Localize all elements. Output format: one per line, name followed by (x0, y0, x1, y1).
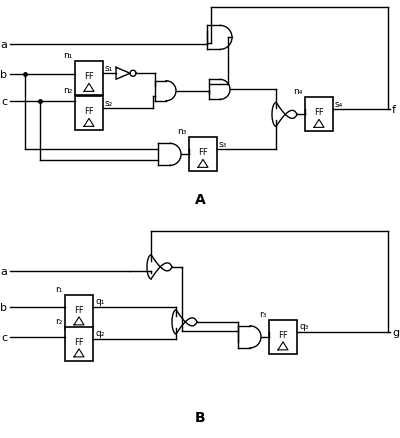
Text: f: f (392, 105, 396, 115)
Bar (305, 98, 333, 132)
Text: r₁: r₁ (56, 284, 63, 293)
Text: c: c (1, 97, 7, 107)
Text: a: a (0, 40, 7, 50)
Text: c: c (1, 332, 7, 342)
Text: FF: FF (84, 72, 94, 81)
Bar (65, 295, 93, 329)
Text: s₂: s₂ (105, 99, 113, 108)
Text: q₁: q₁ (95, 297, 104, 306)
Text: a: a (0, 266, 7, 276)
Text: r₂: r₂ (56, 316, 63, 325)
Bar (75, 97, 103, 131)
Text: B: B (195, 410, 205, 424)
Text: r₃: r₃ (260, 309, 267, 318)
Text: A: A (195, 193, 205, 207)
Text: FF: FF (84, 107, 94, 116)
Text: s₃: s₃ (219, 140, 227, 148)
Text: s₁: s₁ (105, 64, 113, 73)
Text: n₁: n₁ (64, 51, 73, 60)
Bar (269, 320, 297, 354)
Bar (65, 327, 93, 361)
Text: n₃: n₃ (178, 127, 187, 136)
Bar (75, 62, 103, 96)
Text: n₄: n₄ (294, 87, 303, 96)
Bar (189, 138, 217, 172)
Text: FF: FF (74, 337, 84, 346)
Text: b: b (0, 302, 7, 312)
Text: FF: FF (314, 108, 324, 117)
Text: g: g (392, 327, 399, 337)
Text: b: b (0, 70, 7, 80)
Text: s₄: s₄ (335, 99, 343, 109)
Text: FF: FF (198, 148, 208, 157)
Text: q₂: q₂ (95, 328, 104, 338)
Text: n₂: n₂ (64, 86, 73, 95)
Text: q₃: q₃ (299, 321, 308, 331)
Text: FF: FF (74, 305, 84, 314)
Text: FF: FF (278, 330, 288, 339)
